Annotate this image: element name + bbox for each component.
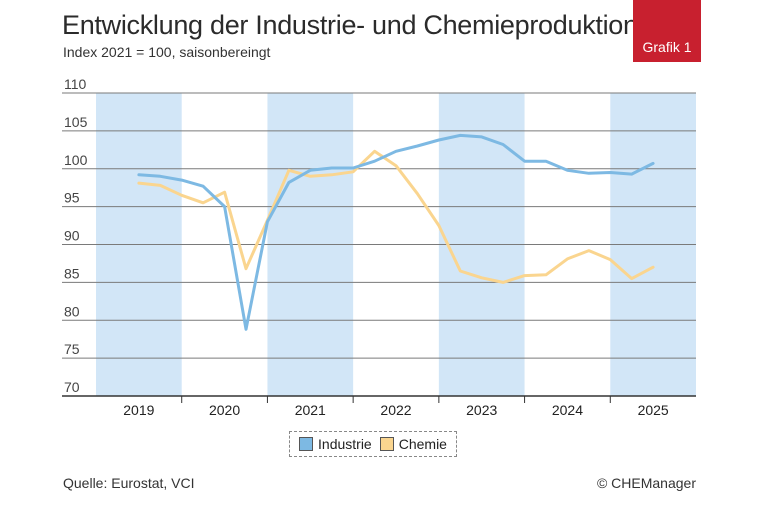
x-tick-label-2024: 2024 (552, 402, 583, 418)
copyright-note: © CHEManager (596, 475, 696, 491)
figure-badge: Grafik 1 (633, 0, 701, 62)
legend-item-chemie: Chemie (379, 436, 447, 452)
legend-label-chemie: Chemie (398, 436, 447, 452)
x-tick-label-2023: 2023 (466, 402, 497, 418)
x-tick-label-2022: 2022 (380, 402, 411, 418)
y-tick-label-70: 70 (64, 379, 80, 395)
y-tick-label-110: 110 (64, 76, 87, 92)
legend-swatch-chemie (379, 437, 394, 451)
y-tick-label-100: 100 (64, 152, 88, 168)
x-tick-label-2019: 2019 (123, 402, 154, 418)
legend-label-industrie: Industrie (318, 436, 372, 452)
chart-legend: Industrie Chemie (289, 431, 457, 457)
x-tick-label-2021: 2021 (295, 402, 326, 418)
legend-item-industrie: Industrie (299, 436, 372, 452)
series-line-chemie (137, 149, 655, 284)
legend-swatch-industrie (299, 437, 314, 451)
y-tick-label-105: 105 (64, 114, 88, 130)
chart-title: Entwicklung der Industrie- und Chemiepro… (62, 10, 638, 40)
y-tick-label-90: 90 (64, 228, 80, 244)
y-tick-label-85: 85 (64, 265, 80, 281)
y-tick-label-75: 75 (64, 341, 80, 357)
y-tick-label-80: 80 (64, 303, 80, 319)
y-tick-label-95: 95 (64, 190, 80, 206)
chart-subtitle: Index 2021 = 100, saisonbereingt (63, 44, 271, 60)
series-line-industrie (137, 133, 655, 331)
source-note: Quelle: Eurostat, VCI (63, 475, 195, 491)
x-tick-label-2025: 2025 (638, 402, 669, 418)
x-tick-label-2020: 2020 (209, 402, 240, 418)
